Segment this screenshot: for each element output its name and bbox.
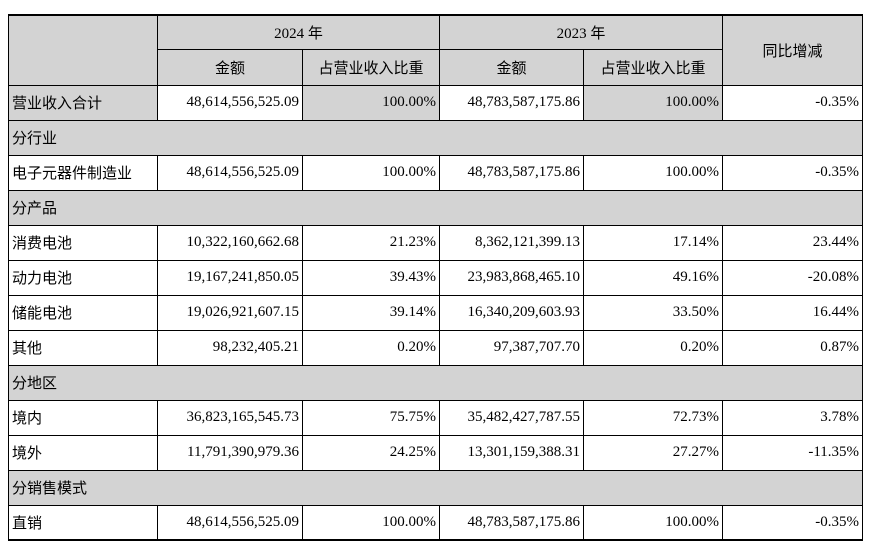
section-by-product: 分产品 [7, 189, 864, 226]
header-yoy-change: 同比增减 [722, 14, 864, 86]
yoy-change: -20.08% [722, 259, 864, 296]
revenue-breakdown-table: 2024 年 2023 年 同比增减 金额 占营业收入比重 金额 占营业收入比重… [7, 14, 864, 541]
section-row-label: 分行业 [7, 119, 864, 156]
header-amount-2023: 金额 [439, 48, 585, 86]
ratio-2023: 0.20% [583, 329, 724, 366]
amount-2023: 13,301,159,388.31 [439, 434, 585, 471]
section-by-industry: 分行业 [7, 119, 864, 156]
section-by-region: 分地区 [7, 364, 864, 401]
amount-2023: 48,783,587,175.86 [439, 84, 585, 121]
header-amount-2024: 金额 [157, 48, 303, 86]
ratio-2024: 39.14% [301, 294, 441, 331]
ratio-2024: 21.23% [301, 224, 441, 261]
row-revenue-total: 营业收入合计 48,614,556,525.09 100.00% 48,783,… [8, 84, 864, 121]
yoy-change: -0.35% [722, 504, 864, 541]
ratio-2023: 72.73% [583, 399, 724, 436]
amount-2023: 48,783,587,175.86 [439, 154, 585, 191]
row-direct-sales: 直销 48,614,556,525.09 100.00% 48,783,587,… [8, 504, 864, 541]
corner-cell [8, 14, 158, 86]
section-by-sales-model: 分销售模式 [7, 469, 864, 506]
yoy-change: -0.35% [722, 84, 864, 121]
amount-2024: 48,614,556,525.09 [157, 154, 303, 191]
ratio-2023: 100.00% [583, 154, 724, 191]
row-overseas: 境外 11,791,390,979.36 24.25% 13,301,159,3… [8, 434, 864, 471]
header-year-2024: 2024 年 [156, 14, 441, 50]
ratio-2024: 0.20% [301, 329, 441, 366]
amount-2023: 35,482,427,787.55 [439, 399, 585, 436]
amount-2024: 36,823,165,545.73 [157, 399, 303, 436]
header-row-metrics: 金额 占营业收入比重 金额 占营业收入比重 [9, 48, 863, 86]
row-other-products: 其他 98,232,405.21 0.20% 97,387,707.70 0.2… [8, 329, 864, 366]
amount-2024: 48,614,556,525.09 [157, 84, 303, 121]
ratio-2024: 39.43% [301, 259, 441, 296]
section-row-label: 分地区 [7, 364, 864, 401]
ratio-2023: 49.16% [583, 259, 724, 296]
ratio-2024: 100.00% [301, 154, 441, 191]
yoy-change: 23.44% [722, 224, 864, 261]
ratio-2023: 100.00% [583, 84, 724, 121]
yoy-change: -0.35% [722, 154, 864, 191]
amount-2024: 48,614,556,525.09 [157, 504, 303, 541]
row-label: 消费电池 [8, 224, 158, 261]
ratio-2024: 100.00% [301, 504, 441, 541]
ratio-2023: 17.14% [583, 224, 724, 261]
ratio-2023: 100.00% [583, 504, 724, 541]
amount-2023: 48,783,587,175.86 [439, 504, 585, 541]
section-row-label: 分销售模式 [7, 469, 864, 506]
yoy-change: 16.44% [722, 294, 864, 331]
amount-2023: 8,362,121,399.13 [439, 224, 585, 261]
amount-2023: 16,340,209,603.93 [439, 294, 585, 331]
row-label: 直销 [8, 504, 158, 541]
ratio-2024: 75.75% [301, 399, 441, 436]
row-label: 境外 [8, 434, 158, 471]
yoy-change: -11.35% [722, 434, 864, 471]
yoy-change: 0.87% [722, 329, 864, 366]
row-label: 营业收入合计 [8, 84, 158, 121]
row-electronic-components-manufacturing: 电子元器件制造业 48,614,556,525.09 100.00% 48,78… [8, 154, 864, 191]
revenue-breakdown-table-container: 2024 年 2023 年 同比增减 金额 占营业收入比重 金额 占营业收入比重… [7, 14, 864, 541]
ratio-2024: 100.00% [301, 84, 441, 121]
row-label: 境内 [8, 399, 158, 436]
header-ratio-2023: 占营业收入比重 [583, 48, 724, 86]
yoy-change: 3.78% [722, 399, 864, 436]
row-label: 动力电池 [8, 259, 158, 296]
row-label: 储能电池 [8, 294, 158, 331]
row-energy-storage-battery: 储能电池 19,026,921,607.15 39.14% 16,340,209… [8, 294, 864, 331]
ratio-2024: 24.25% [301, 434, 441, 471]
amount-2024: 11,791,390,979.36 [157, 434, 303, 471]
row-label: 电子元器件制造业 [8, 154, 158, 191]
amount-2024: 19,026,921,607.15 [157, 294, 303, 331]
row-label: 其他 [8, 329, 158, 366]
amount-2024: 19,167,241,850.05 [157, 259, 303, 296]
amount-2023: 23,983,868,465.10 [439, 259, 585, 296]
amount-2024: 98,232,405.21 [157, 329, 303, 366]
amount-2023: 97,387,707.70 [439, 329, 585, 366]
ratio-2023: 33.50% [583, 294, 724, 331]
ratio-2023: 27.27% [583, 434, 724, 471]
row-power-battery: 动力电池 19,167,241,850.05 39.43% 23,983,868… [8, 259, 864, 296]
section-row-label: 分产品 [7, 189, 864, 226]
header-year-2023: 2023 年 [439, 14, 724, 50]
row-consumer-battery: 消费电池 10,322,160,662.68 21.23% 8,362,121,… [8, 224, 864, 261]
amount-2024: 10,322,160,662.68 [157, 224, 303, 261]
header-ratio-2024: 占营业收入比重 [301, 48, 441, 86]
row-domestic: 境内 36,823,165,545.73 75.75% 35,482,427,7… [8, 399, 864, 436]
header-row-years: 2024 年 2023 年 同比增减 [8, 14, 864, 86]
